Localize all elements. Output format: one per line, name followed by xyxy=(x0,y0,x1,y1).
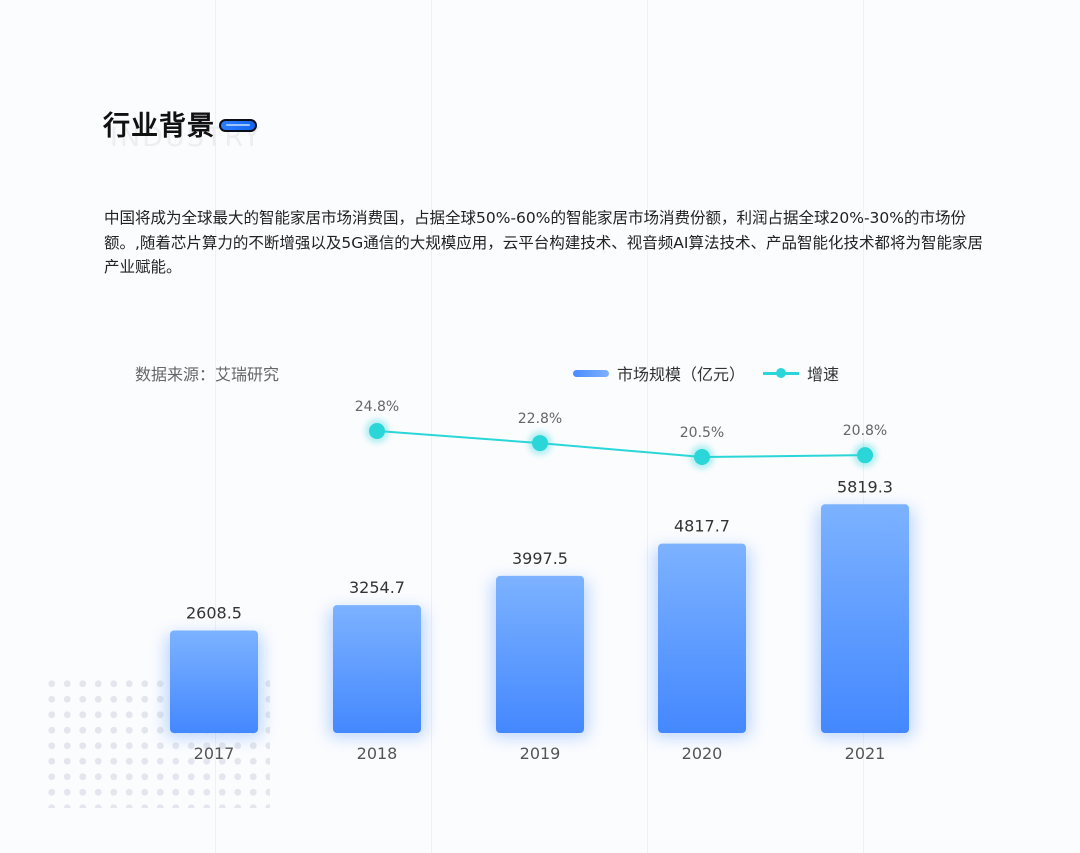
growth-value-label: 22.8% xyxy=(518,411,562,427)
bar-value-label: 3997.5 xyxy=(512,549,568,568)
section-title: 行业背景 xyxy=(103,111,215,142)
legend-item-market-size: 市场规模（亿元） xyxy=(617,365,746,384)
growth-point-2019 xyxy=(532,435,548,452)
growth-point-2021 xyxy=(857,447,873,464)
bar-2019 xyxy=(496,575,584,733)
data-source: 数据来源：艾瑞研究 xyxy=(135,365,280,384)
x-tick-label: 2018 xyxy=(357,744,398,763)
bar-value-label: 5819.3 xyxy=(837,477,893,496)
x-tick-label: 2020 xyxy=(682,744,723,763)
bar-2020 xyxy=(658,543,746,733)
grid-line xyxy=(647,0,648,853)
legend-line-swatch xyxy=(763,367,800,378)
bar-value-label: 2608.5 xyxy=(186,603,242,622)
x-tick-label: 2019 xyxy=(520,744,561,763)
bar-2021 xyxy=(821,504,909,733)
grid-line xyxy=(863,0,864,853)
bar-2017 xyxy=(170,630,258,733)
title-pill-icon xyxy=(219,119,257,132)
legend-item-growth: 增速 xyxy=(807,365,840,384)
bar-value-label: 3254.7 xyxy=(349,578,405,597)
growth-line xyxy=(376,429,866,459)
growth-point-2018 xyxy=(369,422,385,439)
chart-legend: 市场规模（亿元） 增速 xyxy=(573,361,839,385)
bar-2018 xyxy=(333,605,421,733)
growth-value-label: 24.8% xyxy=(355,399,399,415)
growth-value-label: 20.8% xyxy=(843,423,887,439)
bar-value-label: 4817.7 xyxy=(674,517,730,536)
growth-value-label: 20.5% xyxy=(680,425,724,441)
growth-point-2020 xyxy=(694,449,710,465)
intro-paragraph: 中国将成为全球最大的智能家居市场消费国，占据全球50%-60%的智能家居市场消费… xyxy=(104,209,983,276)
legend-bar-swatch xyxy=(573,369,609,377)
x-tick-label: 2017 xyxy=(194,744,235,763)
grid-line xyxy=(215,0,216,853)
grid-line xyxy=(431,0,432,853)
x-tick-label: 2021 xyxy=(845,744,886,763)
